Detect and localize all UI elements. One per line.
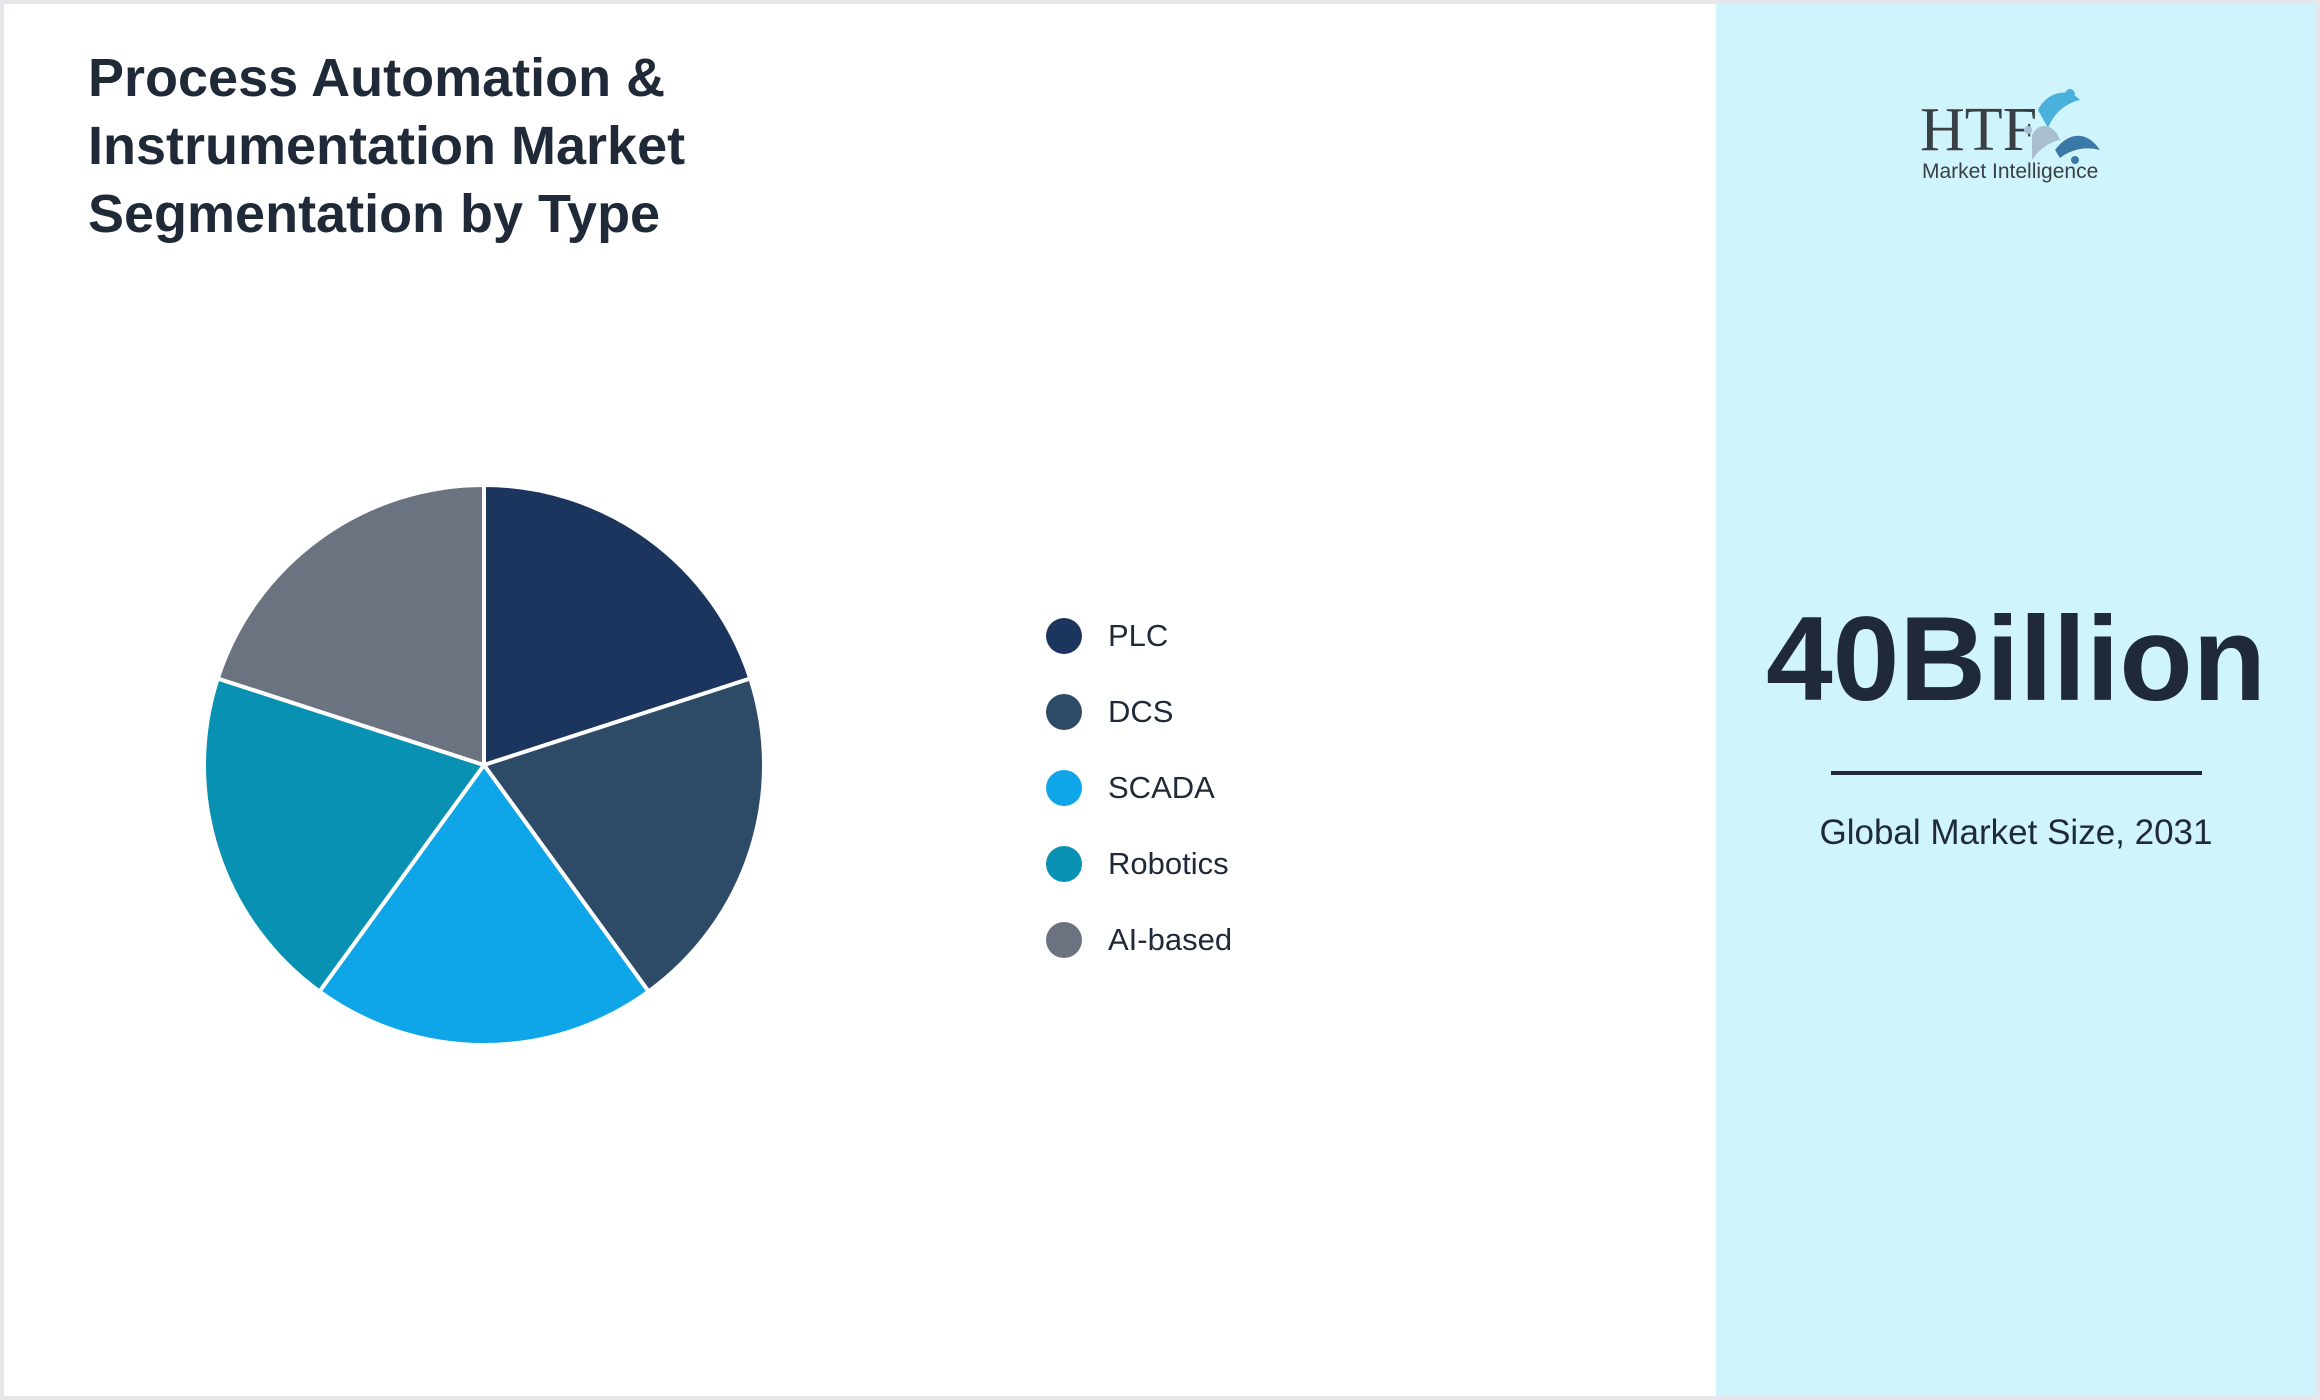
logo-subtext: Market Intelligence [1922,160,2098,183]
pie-slice-scada[interactable] [316,761,652,1047]
market-size-label: Global Market Size, 2031 [1819,813,2213,852]
legend-marker [1046,694,1082,730]
chart-title: Process Automation & Instrumentation Mar… [88,48,686,244]
svg-text:HTF: HTF [1920,96,2037,164]
pie-slice-robotics[interactable] [202,675,488,995]
legend-item[interactable]: AI-based [1046,902,1232,978]
legend-item[interactable]: PLC [1046,598,1232,674]
summary-panel: HTF Market Intelligence 40Billion Global… [1716,4,2316,1396]
divider [1831,771,2202,775]
legend-marker [1046,922,1082,958]
pie-slice-dcs[interactable] [480,675,766,995]
market-size-value: 40Billion [1765,592,2267,726]
legend: PLC DCS SCADA Robotics AI-based [1046,598,1232,978]
legend-marker [1046,770,1082,806]
legend-item[interactable]: Robotics [1046,826,1232,902]
pie-chart [202,482,766,1047]
legend-label: PLC [1108,618,1169,653]
htf-logo: HTF Market Intelligence [1920,89,2100,183]
pie-slice-plc[interactable] [482,482,753,768]
legend-item[interactable]: DCS [1046,674,1232,750]
legend-label: SCADA [1108,770,1215,805]
legend-label: Robotics [1108,846,1229,881]
legend-marker [1046,618,1082,654]
legend-label: DCS [1108,694,1174,729]
legend-label: AI-based [1108,922,1233,957]
legend-item[interactable]: SCADA [1046,750,1232,826]
pie-slice-ai-based[interactable] [215,482,486,768]
legend-marker [1046,846,1082,882]
